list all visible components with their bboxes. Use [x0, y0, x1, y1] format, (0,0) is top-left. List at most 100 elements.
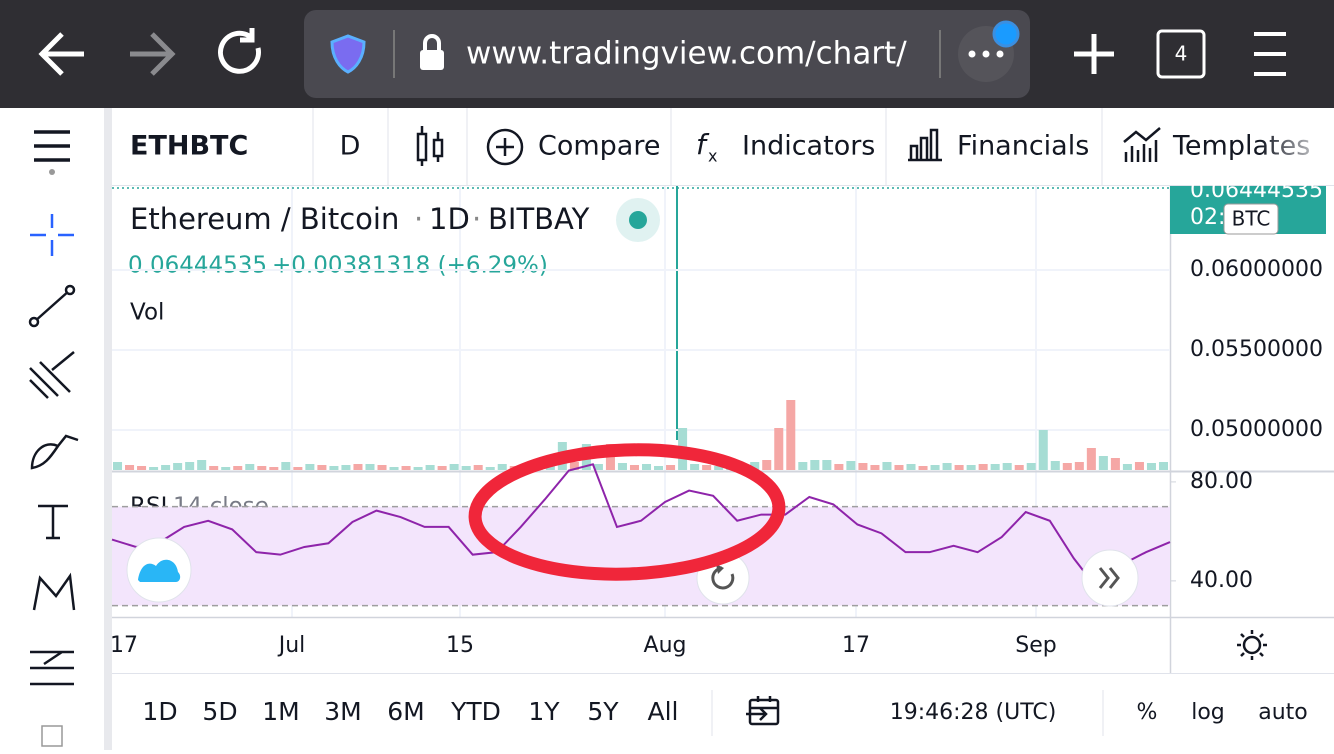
- range-button[interactable]: 1Y: [528, 697, 560, 726]
- brush-tool[interactable]: [30, 434, 79, 470]
- time-label: Sep: [1015, 633, 1056, 658]
- indicators-button[interactable]: Indicators: [742, 131, 875, 162]
- volume-bar: [1146, 463, 1156, 470]
- main-menu[interactable]: [34, 130, 70, 162]
- currency: BTC: [1232, 207, 1271, 231]
- volume-bar: [1038, 430, 1048, 470]
- forward-button[interactable]: [130, 32, 176, 76]
- volume-bar: [786, 400, 796, 470]
- svg-text:·: ·: [414, 202, 423, 236]
- volume-bar: [810, 460, 820, 470]
- time-label: 15: [446, 633, 474, 658]
- volume-bar: [593, 464, 603, 470]
- url[interactable]: www.tradingview.com/chart/: [466, 36, 907, 72]
- volume-label: Vol: [130, 300, 164, 326]
- volume-bar: [161, 465, 171, 470]
- interval[interactable]: D: [340, 131, 361, 162]
- volume-bar: [798, 462, 808, 470]
- rsi-line: [111, 463, 1171, 592]
- financials-button[interactable]: Financials: [957, 131, 1089, 162]
- new-tab[interactable]: [1074, 34, 1114, 74]
- volume-bar: [858, 463, 868, 470]
- volume-bar: [353, 464, 363, 470]
- volume-bar: [497, 464, 507, 470]
- last-price: 0.06444535: [128, 253, 267, 279]
- volume-bar: [1074, 462, 1084, 470]
- volume-bar: [257, 466, 267, 470]
- settings-button[interactable]: [1237, 630, 1267, 660]
- svg-text:x: x: [708, 147, 717, 166]
- range-button[interactable]: 5D: [202, 697, 237, 726]
- range-button[interactable]: All: [648, 697, 679, 726]
- prediction-tool[interactable]: [30, 650, 74, 686]
- volume-bar: [642, 464, 652, 470]
- tab-count: 4: [1175, 42, 1188, 66]
- volume-bar: [774, 428, 784, 470]
- shield-icon[interactable]: [330, 34, 366, 74]
- volume-bar: [906, 464, 916, 470]
- price-tick-label: 0.05500000: [1190, 337, 1323, 362]
- percent-toggle[interactable]: %: [1137, 700, 1158, 725]
- rsi-tick-label: 40.00: [1190, 568, 1253, 593]
- lock-icon: [420, 50, 444, 70]
- volume-bar: [714, 466, 724, 470]
- url-box[interactable]: [304, 10, 1030, 98]
- volume-bar: [666, 465, 676, 470]
- rsi-tick-label: 80.00: [1190, 469, 1253, 494]
- volume-bar: [894, 465, 904, 470]
- range-button[interactable]: 6M: [387, 697, 424, 726]
- volume-bar: [137, 466, 147, 470]
- volume-bar: [1134, 462, 1144, 470]
- crosshair-tool[interactable]: [30, 214, 74, 256]
- fib-tool[interactable]: [29, 351, 75, 399]
- pattern-tool[interactable]: [32, 572, 76, 611]
- volume-bar: [870, 465, 880, 470]
- volume-bar: [834, 464, 844, 470]
- time-label: Jul: [277, 633, 306, 658]
- volume-bar: [750, 462, 760, 470]
- chart-style[interactable]: [416, 126, 444, 166]
- price-tick-label: 0.06000000: [1190, 257, 1323, 282]
- reload-button[interactable]: [218, 28, 261, 74]
- browser-menu[interactable]: [1254, 32, 1286, 76]
- goto-date[interactable]: [746, 696, 780, 726]
- log-toggle[interactable]: log: [1191, 700, 1225, 725]
- volume-bar: [918, 466, 928, 470]
- symbol[interactable]: ETHBTC: [130, 131, 248, 162]
- range-button[interactable]: YTD: [450, 697, 501, 726]
- range-button[interactable]: 3M: [324, 697, 361, 726]
- range-button[interactable]: 1D: [142, 697, 177, 726]
- text-tool[interactable]: [38, 504, 68, 540]
- scroll-right-button[interactable]: [1081, 549, 1139, 607]
- volume-bar: [1002, 463, 1012, 470]
- highlight-circle: [468, 443, 786, 581]
- volume-bar: [425, 465, 435, 470]
- volume-bar: [245, 464, 255, 470]
- trend-line-tool[interactable]: [33, 289, 71, 323]
- volume-bar: [317, 465, 327, 470]
- market-status[interactable]: [629, 211, 647, 229]
- volume-bar: [449, 464, 459, 470]
- volume-bar: [221, 467, 231, 470]
- volume-bar: [882, 462, 892, 470]
- volume-bar: [1122, 464, 1132, 470]
- range-button[interactable]: 5Y: [587, 697, 619, 726]
- compare-button[interactable]: Compare: [538, 131, 660, 162]
- tab-counter[interactable]: [1156, 29, 1206, 79]
- volume-bar: [702, 465, 712, 470]
- volume-bar: [990, 464, 1000, 470]
- volume-bar: [930, 465, 940, 470]
- volume-bar: [485, 467, 495, 470]
- volume-bar: [1098, 456, 1108, 470]
- auto-toggle[interactable]: auto: [1258, 700, 1308, 725]
- volume-bar: [365, 464, 375, 470]
- price-change: +0.00381318 (+6.29%): [272, 253, 548, 279]
- volume-bar: [1110, 458, 1120, 470]
- volume-bar: [149, 467, 159, 470]
- range-button[interactable]: 1M: [262, 697, 299, 726]
- exchange: BITBAY: [488, 202, 590, 236]
- volume-bar: [401, 466, 411, 470]
- volume-bar: [473, 465, 483, 470]
- volume-bar: [629, 465, 639, 470]
- back-button[interactable]: [38, 32, 84, 76]
